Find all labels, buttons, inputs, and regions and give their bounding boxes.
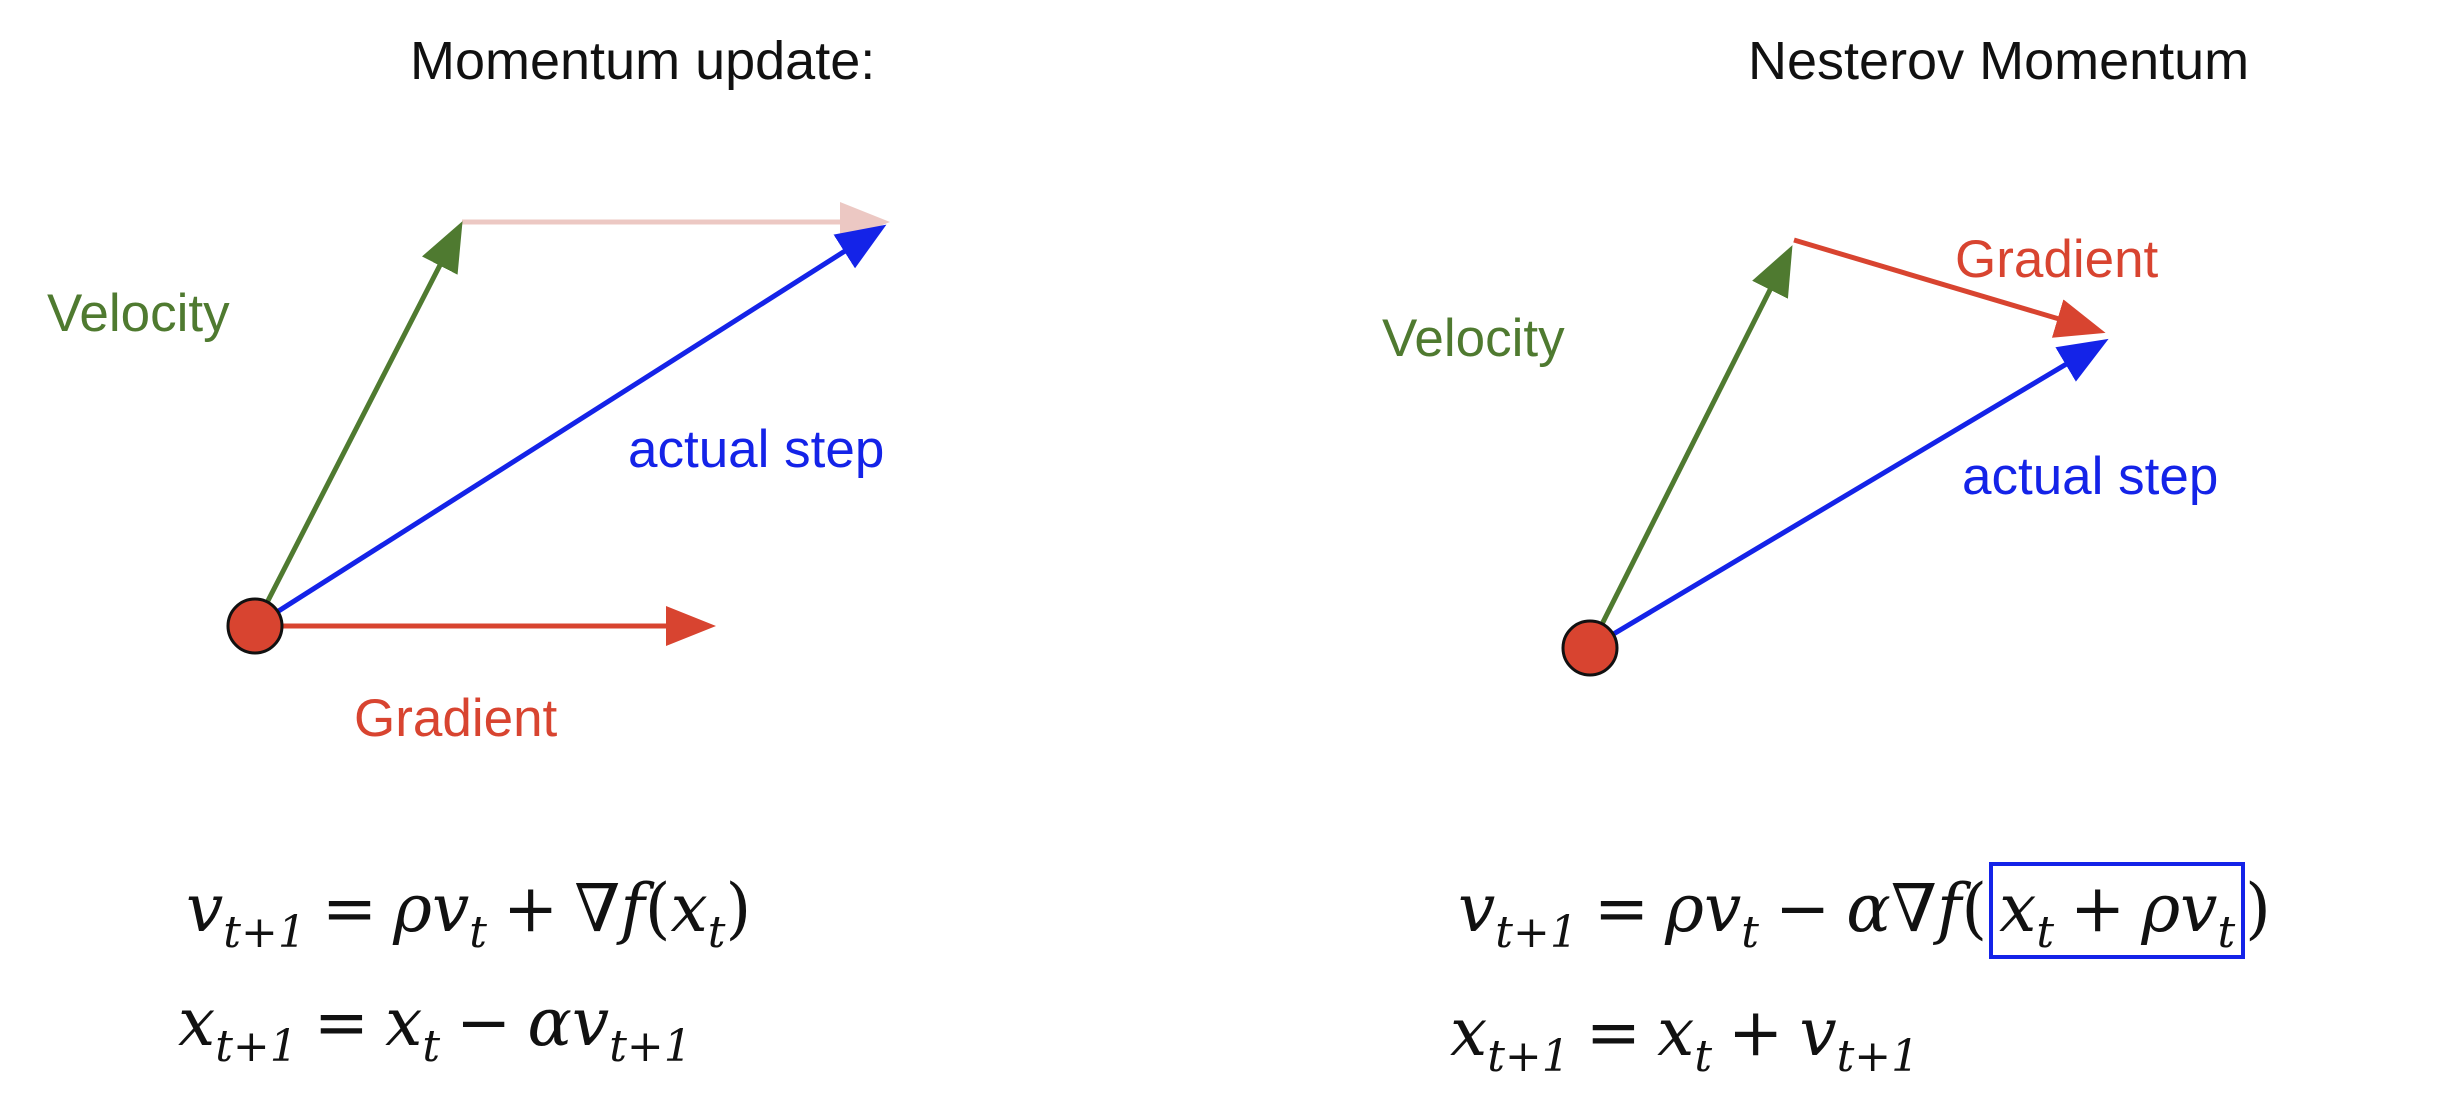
momentum-velocity-equation: vt+1 = ρvt + ∇f(xt) — [186, 870, 752, 958]
actual-step-arrow-left — [253, 224, 887, 629]
velocity-label-left: Velocity — [47, 284, 230, 343]
velocity-arrow-left — [252, 221, 463, 628]
lookahead-highlight-box: xt + ρvt — [1989, 862, 2246, 959]
actual-step-label-left: actual step — [628, 420, 885, 479]
nesterov-momentum-title: Nesterov Momentum — [1748, 31, 2250, 91]
gradient-label-right: Gradient — [1955, 230, 2159, 289]
start-point-left — [226, 597, 284, 655]
actual-step-arrow-right — [1588, 338, 2109, 651]
velocity-label-right: Velocity — [1382, 309, 1565, 368]
momentum-update-title: Momentum update: — [410, 31, 876, 91]
momentum-position-equation: xt+1 = xt − αvt+1 — [178, 984, 692, 1072]
nesterov-position-equation: xt+1 = xt + vt+1 — [1450, 994, 1920, 1082]
actual-step-label-right: actual step — [1962, 447, 2219, 506]
velocity-arrow-right — [1587, 245, 1793, 650]
nesterov-velocity-equation: vt+1 = ρvt − α∇f(xt + ρvt) — [1458, 862, 2271, 959]
gradient-arrow-right — [1793, 237, 2106, 338]
gradient-label-left: Gradient — [354, 689, 558, 748]
start-point-right — [1561, 619, 1619, 677]
